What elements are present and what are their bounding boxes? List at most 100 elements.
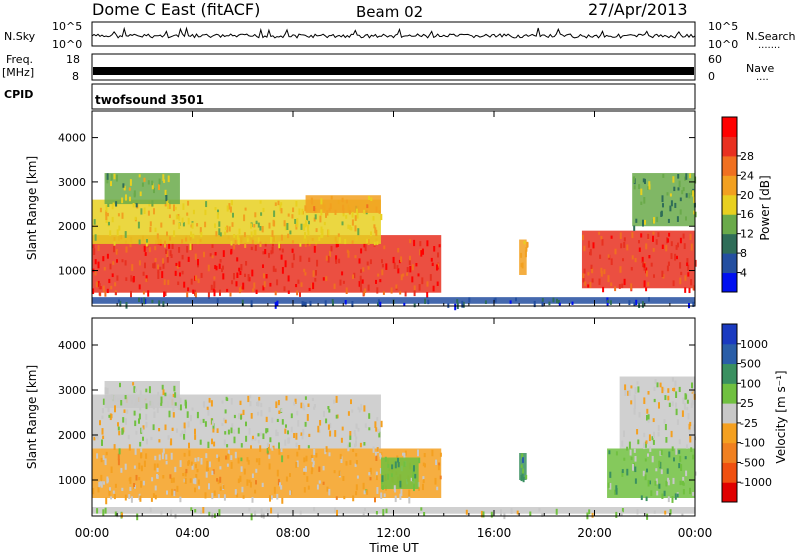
power-region-6 [632, 173, 695, 227]
power-speckle [236, 272, 239, 278]
velocity-speckle [680, 464, 683, 471]
power-speckle [582, 234, 584, 241]
power-speckle [93, 248, 96, 255]
power-speckle [346, 249, 349, 254]
velocity-colorbar-swatch [722, 422, 737, 444]
power-ytick-label: 2000 [58, 220, 86, 233]
power-speckle [124, 260, 127, 266]
x-tick-label: 04:00 [175, 526, 210, 540]
power-colorbar-label: 24 [740, 169, 754, 182]
power-speckle [157, 264, 159, 270]
power-speckle [628, 300, 631, 306]
velocity-speckle [394, 495, 397, 503]
velocity-speckle [672, 477, 675, 485]
velocity-speckle [226, 398, 229, 402]
power-speckle [229, 206, 232, 213]
velocity-speckle [664, 510, 667, 515]
power-speckle [97, 244, 100, 251]
power-speckle [181, 217, 184, 223]
velocity-speckle [666, 468, 669, 474]
power-speckle [571, 301, 574, 305]
power-speckle [666, 265, 669, 272]
velocity-speckle [196, 468, 199, 473]
power-speckle [314, 208, 317, 213]
power-speckle [106, 212, 109, 217]
velocity-speckle [658, 483, 661, 489]
power-speckle [688, 287, 691, 294]
power-colorbar-swatch [722, 117, 737, 137]
velocity-speckle [634, 456, 637, 462]
power-speckle [299, 292, 301, 297]
velocity-colorbar-label: 1000 [740, 338, 768, 351]
velocity-speckle [255, 468, 258, 473]
power-speckle [333, 283, 336, 289]
power-speckle [358, 258, 361, 264]
velocity-speckle [376, 487, 379, 494]
velocity-speckle [172, 406, 175, 412]
power-speckle [112, 202, 115, 206]
power-speckle [262, 207, 265, 213]
power-speckle [645, 243, 648, 250]
velocity-speckle [297, 420, 300, 427]
velocity-speckle [150, 436, 153, 441]
power-speckle [610, 235, 613, 239]
velocity-speckle [686, 399, 689, 404]
velocity-speckle [318, 429, 321, 434]
power-speckle [245, 261, 248, 266]
power-speckle [259, 241, 262, 247]
velocity-speckle [249, 481, 252, 488]
power-speckle [623, 242, 626, 248]
velocity-speckle [233, 436, 236, 444]
power-speckle [296, 218, 299, 225]
power-speckle [323, 221, 326, 226]
velocity-speckle [339, 453, 342, 460]
power-speckle [390, 287, 393, 294]
velocity-speckle [312, 460, 315, 465]
velocity-speckle [358, 408, 361, 413]
power-speckle [131, 264, 134, 271]
velocity-speckle [674, 493, 677, 500]
x-tick-label: 00:00 [678, 526, 713, 540]
power-speckle [380, 213, 383, 221]
power-speckle [623, 237, 626, 242]
power-speckle [630, 283, 633, 290]
velocity-speckle [520, 464, 523, 469]
velocity-speckle [217, 456, 220, 462]
velocity-speckle [313, 404, 316, 408]
velocity-speckle [221, 422, 224, 427]
velocity-speckle [152, 493, 155, 498]
velocity-speckle [200, 458, 203, 465]
power-speckle [200, 272, 203, 278]
power-speckle [366, 261, 369, 266]
power-speckle [633, 185, 636, 190]
velocity-speckle [379, 453, 382, 457]
power-speckle [240, 264, 243, 271]
power-speckle [304, 223, 307, 228]
power-speckle [109, 230, 112, 237]
velocity-speckle [226, 444, 229, 448]
power-speckle [689, 233, 692, 241]
power-speckle [397, 268, 400, 274]
velocity-speckle [270, 507, 273, 514]
velocity-speckle [614, 489, 616, 495]
velocity-speckle [357, 406, 360, 410]
velocity-speckle [233, 429, 236, 434]
velocity-speckle [588, 509, 591, 515]
power-speckle [630, 267, 633, 271]
power-speckle [670, 200, 673, 207]
power-speckle [137, 221, 140, 229]
velocity-speckle [354, 443, 356, 448]
velocity-speckle [102, 455, 105, 460]
velocity-speckle [333, 399, 336, 404]
power-speckle [638, 240, 640, 244]
power-speckle [336, 243, 339, 247]
power-speckle [113, 241, 116, 246]
velocity-speckle [106, 478, 109, 483]
velocity-speckle [104, 388, 107, 392]
velocity-speckle [435, 459, 438, 466]
power-speckle [494, 297, 497, 303]
velocity-speckle [676, 493, 679, 498]
power-speckle [284, 223, 287, 231]
velocity-speckle [151, 477, 154, 482]
